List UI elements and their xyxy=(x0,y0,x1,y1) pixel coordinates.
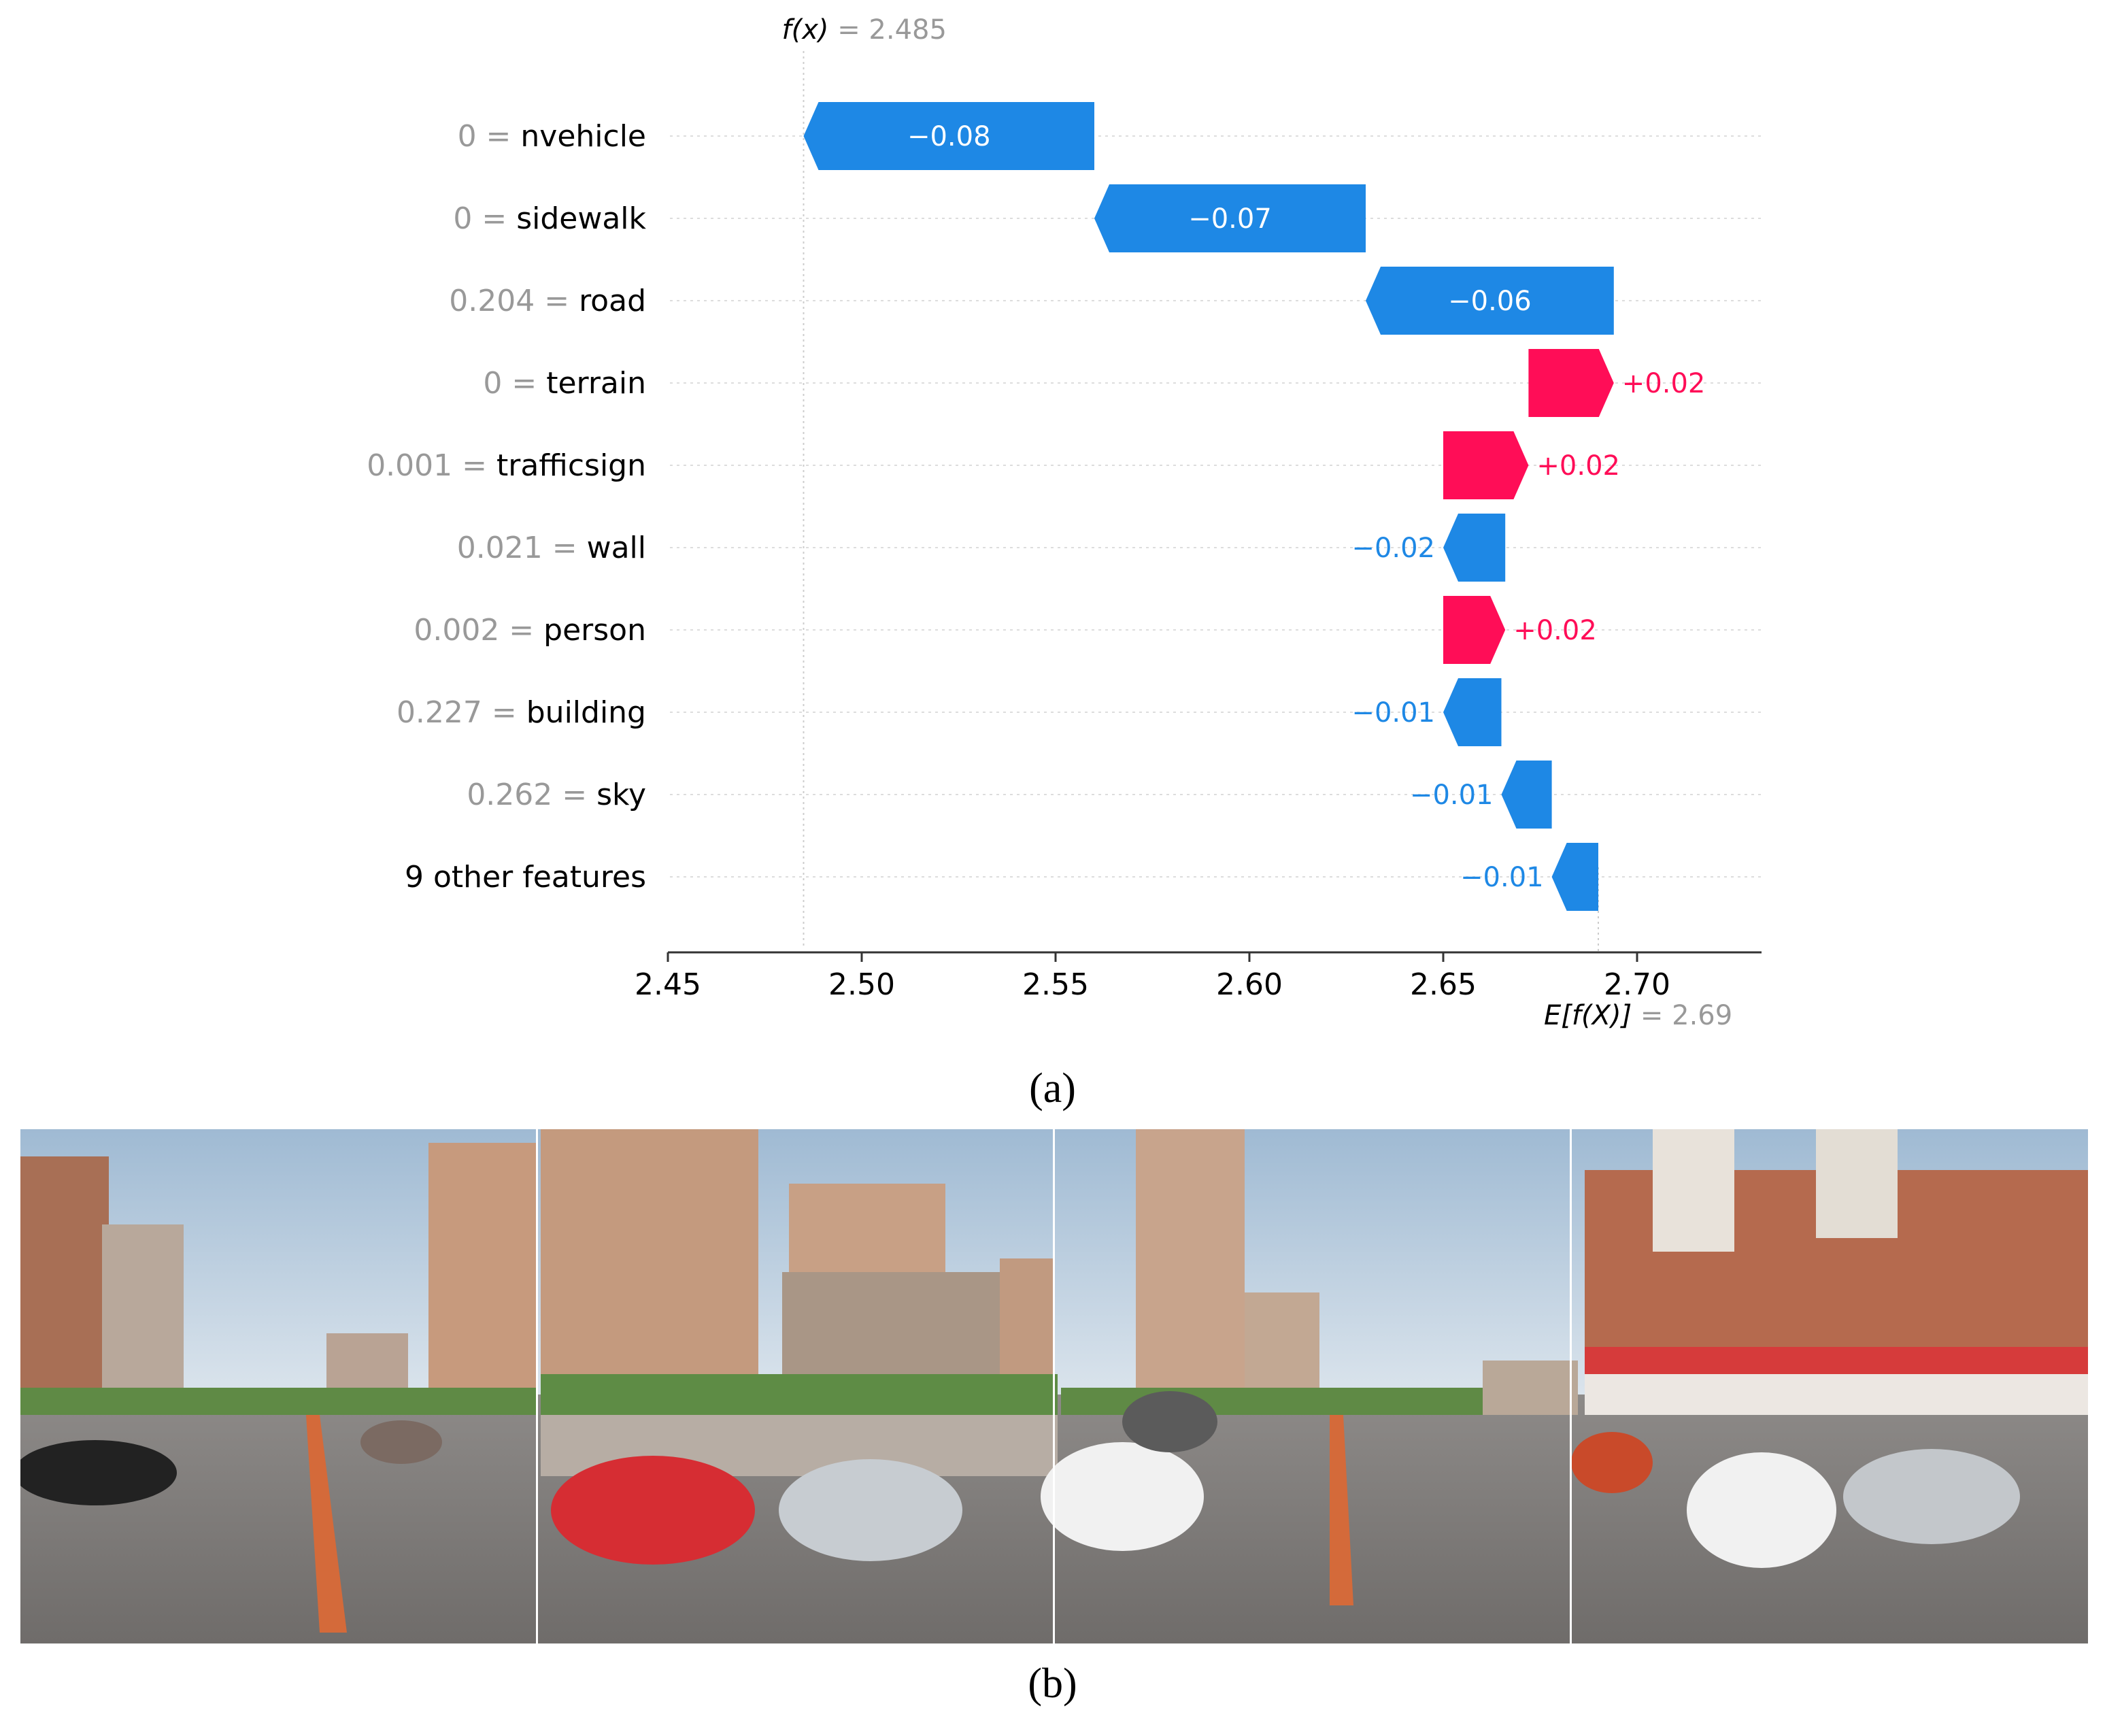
caption-a: (a) xyxy=(1029,1065,1076,1112)
bar-value-label: −0.08 xyxy=(907,121,991,152)
bar-value-label: −0.06 xyxy=(1448,286,1532,317)
feature-label: 0.227 = building xyxy=(397,695,646,730)
panel-divider xyxy=(1570,1129,1572,1643)
feature-label: 0.262 = sky xyxy=(467,778,646,812)
caption-b: (b) xyxy=(1028,1660,1077,1707)
feature-label: 0.204 = road xyxy=(449,284,646,318)
contribution-bar xyxy=(1528,349,1614,417)
bar-value-label: +0.02 xyxy=(1513,615,1597,646)
bar-value-label: −0.07 xyxy=(1188,203,1272,235)
street-view-photo xyxy=(20,1129,2088,1643)
bar-value-label: +0.02 xyxy=(1536,450,1620,482)
contribution-bar xyxy=(1443,431,1529,499)
fx-annotation: f(x) = 2.485 xyxy=(782,14,947,46)
x-tick-label: 2.55 xyxy=(1022,967,1089,1002)
x-tick-label: 2.45 xyxy=(635,967,701,1002)
reference-lines xyxy=(803,51,1599,952)
bar-value-label: −0.01 xyxy=(1351,697,1435,729)
x-tick-label: 2.60 xyxy=(1216,967,1283,1002)
bar-value-label: +0.02 xyxy=(1622,368,1706,399)
contribution-bar xyxy=(803,102,1094,170)
feature-label: 0 = nvehicle xyxy=(458,119,646,154)
expected-value-annotation: E[f(X)] = 2.69 xyxy=(1544,1000,1732,1031)
contribution-bar xyxy=(1501,761,1552,829)
bar-value-label: −0.02 xyxy=(1351,533,1435,564)
x-tick-label: 2.70 xyxy=(1604,967,1670,1002)
feature-label: 9 other features xyxy=(405,860,646,895)
bar-value-label: −0.01 xyxy=(1410,780,1494,811)
feature-label: 0 = terrain xyxy=(483,366,646,401)
x-tick-label: 2.50 xyxy=(828,967,895,1002)
shap-waterfall-chart: −0.08 −0.07 −0.06 +0.02 +0.02 −0.02 +0.02 −0.01… xyxy=(367,14,1762,1031)
panel-divider xyxy=(1053,1129,1055,1643)
feature-label: 0 = sidewalk xyxy=(453,201,646,236)
contribution-bar xyxy=(1443,678,1502,746)
contribution-bar xyxy=(1443,596,1506,664)
bar-value-label: −0.01 xyxy=(1460,862,1544,893)
contribution-bar xyxy=(1443,514,1506,582)
feature-labels: 0 = nvehicle 0 = sidewalk 0.204 = road 0 = … xyxy=(367,119,646,895)
panel-divider xyxy=(536,1129,538,1643)
feature-label: 0.021 = wall xyxy=(457,531,646,565)
feature-label: 0.001 = trafficsign xyxy=(367,448,646,483)
feature-label: 0.002 = person xyxy=(414,613,646,648)
contribution-bar xyxy=(1094,184,1366,252)
contribution-bar xyxy=(1551,843,1598,911)
x-axis: 2.45 2.50 2.55 2.60 2.65 2.70 xyxy=(635,951,1762,1002)
contribution-bar xyxy=(1366,267,1614,335)
contribution-bars: −0.08 −0.07 −0.06 +0.02 +0.02 −0.02 +0.02 −0.01… xyxy=(803,102,1706,911)
x-tick-label: 2.65 xyxy=(1410,967,1477,1002)
